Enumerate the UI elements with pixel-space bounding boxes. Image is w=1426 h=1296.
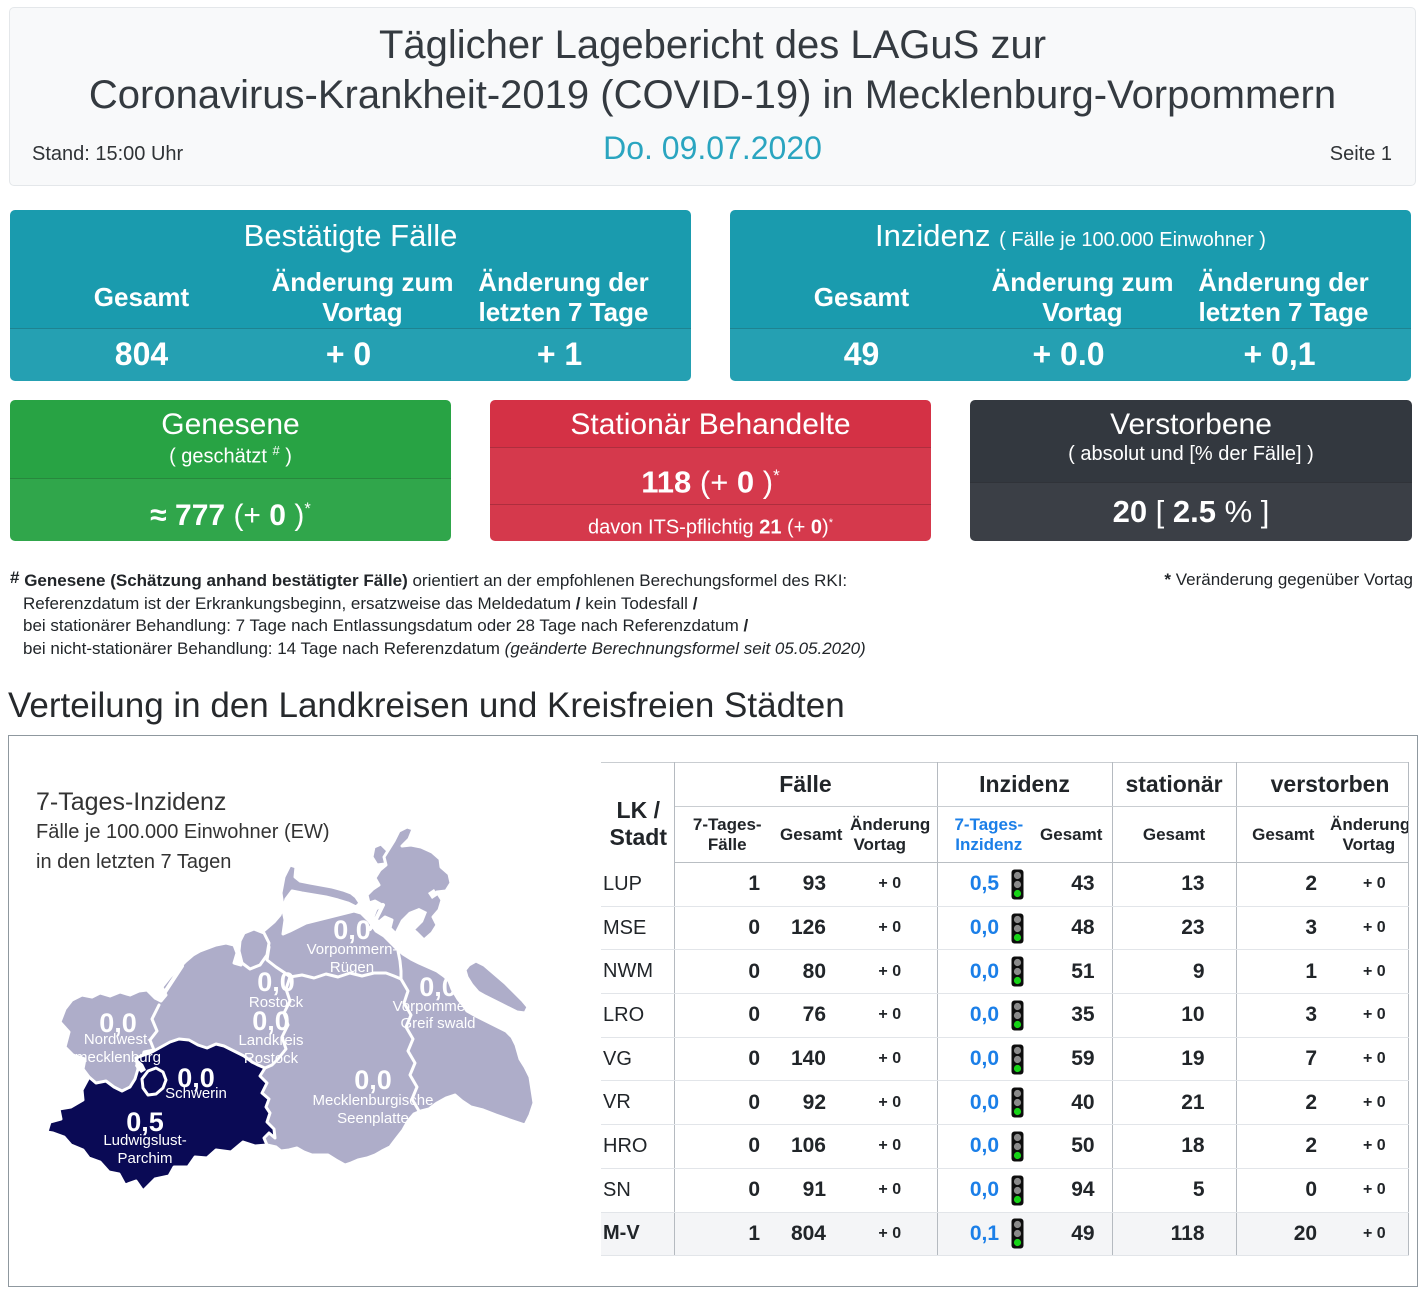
svg-text:Parchim: Parchim [117, 1150, 172, 1167]
svg-text:0,0: 0,0 [333, 915, 371, 945]
svg-text:Mecklenburgische: Mecklenburgische [313, 1092, 434, 1109]
svg-text:Rostock: Rostock [244, 1050, 299, 1067]
svg-text:Rostock: Rostock [249, 994, 304, 1011]
svg-text:0,0: 0,0 [99, 1008, 137, 1038]
svg-text:0,0: 0,0 [177, 1063, 215, 1093]
svg-text:Seenplatte: Seenplatte [337, 1110, 409, 1127]
svg-text:Ludwigslust-: Ludwigslust- [103, 1132, 186, 1149]
svg-text:Vorpommern-: Vorpommern- [307, 941, 398, 958]
svg-text:0,0: 0,0 [257, 967, 295, 997]
svg-text:0,5: 0,5 [126, 1107, 164, 1137]
svg-text:Landkreis: Landkreis [238, 1032, 303, 1049]
svg-text:mecklenburg: mecklenburg [75, 1049, 161, 1066]
svg-text:Greif swald: Greif swald [400, 1015, 475, 1032]
svg-text:Vorpommern-: Vorpommern- [393, 998, 484, 1015]
svg-text:Schwerin: Schwerin [165, 1085, 227, 1102]
svg-text:0,0: 0,0 [252, 1006, 290, 1036]
svg-text:Nordwest-: Nordwest- [84, 1031, 152, 1048]
svg-text:0,0: 0,0 [419, 972, 457, 1002]
svg-text:0,0: 0,0 [354, 1065, 392, 1095]
svg-text:Rügen: Rügen [330, 959, 374, 976]
